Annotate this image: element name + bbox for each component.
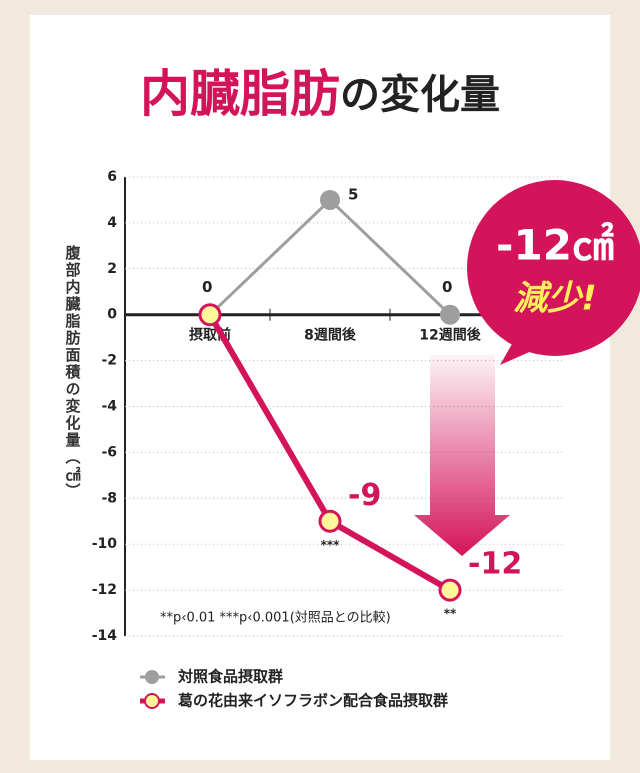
- callout-text: 減少!: [513, 279, 597, 319]
- value-label: 0: [202, 278, 212, 296]
- marker: [318, 509, 342, 533]
- chart-title: 内臓脂肪の変化量: [140, 65, 500, 123]
- y-tick-label: -12: [92, 582, 117, 598]
- card: [30, 15, 610, 760]
- y-tick-label: 4: [107, 215, 117, 231]
- title-rest: の変化量: [340, 72, 500, 118]
- value-label: 0: [442, 278, 452, 296]
- y-tick-label: -4: [101, 399, 117, 415]
- x-tick-label: 12週間後: [419, 327, 481, 344]
- title-highlight: 内臓脂肪: [140, 65, 340, 123]
- y-tick-label: -8: [101, 490, 117, 506]
- decrease-arrow: [414, 355, 510, 556]
- callout-value: -12㎠: [496, 221, 614, 270]
- significance-label: **: [444, 607, 457, 621]
- footnote: **p‹0.01 ***p‹0.001(対照品との比較): [160, 611, 391, 626]
- value-label: -12: [468, 547, 522, 582]
- significance-label: ***: [321, 538, 341, 552]
- value-label: 5: [348, 185, 358, 203]
- legend-label: 対照食品摂取群: [177, 668, 283, 686]
- value-label: -9: [348, 478, 381, 513]
- y-tick-label: -6: [101, 444, 117, 460]
- callout-bubble: [467, 180, 640, 356]
- legend-marker: [144, 693, 160, 709]
- marker: [198, 303, 222, 327]
- x-tick-label: 8週間後: [304, 327, 357, 344]
- y-tick-label: 0: [107, 307, 117, 323]
- y-tick-label: 2: [107, 261, 117, 277]
- marker: [440, 304, 460, 325]
- y-tick-label: -14: [92, 628, 118, 644]
- y-tick-label: -2: [101, 353, 117, 369]
- y-tick-label: -10: [92, 536, 118, 552]
- marker: [320, 189, 340, 210]
- y-axis-label: 腹部内臓脂肪面積の変化量（㎠）: [64, 244, 82, 500]
- legend-marker: [145, 670, 159, 684]
- y-tick-label: 6: [107, 169, 117, 185]
- legend-label: 葛の花由来イソフラボン配合食品摂取群: [177, 692, 448, 710]
- marker: [438, 578, 462, 602]
